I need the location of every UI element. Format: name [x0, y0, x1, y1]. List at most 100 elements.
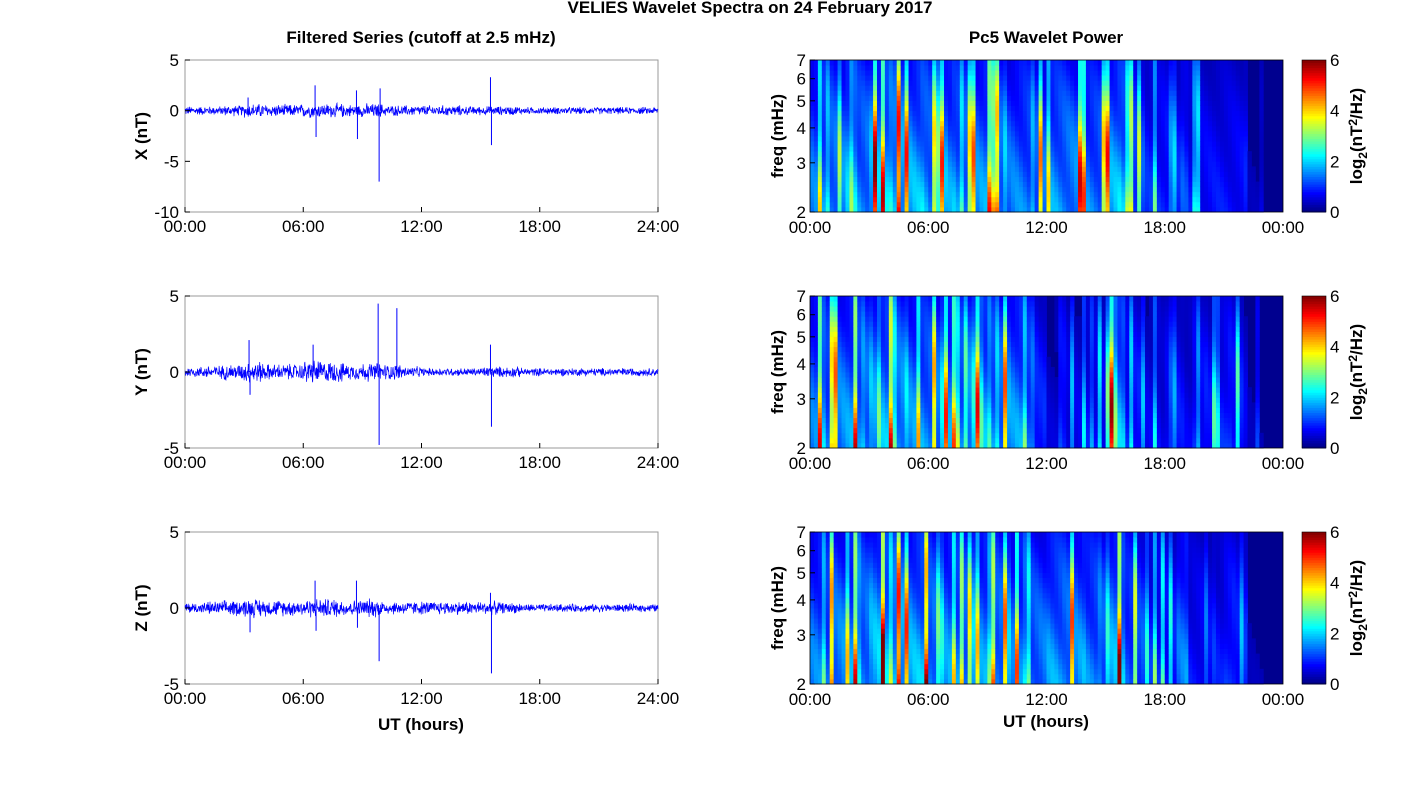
- spectrum-cell: [999, 65, 1004, 71]
- spectrum-cell: [810, 296, 815, 302]
- spectrum-cell: [1212, 146, 1217, 152]
- spectrum-cell: [940, 336, 945, 342]
- spectrum-cell: [884, 412, 890, 418]
- spectrum-cell: [1188, 75, 1193, 81]
- spectrum-cell: [1011, 166, 1016, 172]
- spectrum-cell: [810, 161, 815, 167]
- spectrum-cell: [1239, 151, 1244, 157]
- spectrum-cell: [947, 100, 953, 106]
- spectrum-cell: [857, 151, 862, 157]
- spectrum-cell: [1219, 191, 1225, 198]
- spectrum-cell: [861, 331, 866, 337]
- spectrum-cell: [821, 171, 827, 177]
- spectrum-cell: [995, 196, 1000, 203]
- spectrum-cell: [983, 85, 988, 91]
- spectrum-cell: [912, 95, 917, 101]
- colorbar-segment: [1302, 67, 1326, 71]
- spectrum-cell: [1129, 65, 1134, 71]
- spectrum-cell: [1192, 85, 1197, 91]
- spectrum-cell: [810, 186, 815, 193]
- spectrum-cell: [810, 432, 815, 439]
- spectrum-cell: [1050, 171, 1055, 177]
- spectrum-cell: [900, 326, 905, 332]
- spectrum-cell: [1042, 105, 1047, 112]
- spectrum-cell: [955, 402, 961, 408]
- spectrum-cell: [1235, 141, 1241, 147]
- spectrum-cell: [928, 90, 933, 96]
- spectrum-cell: [1093, 90, 1099, 96]
- spectrum-cell: [1003, 110, 1008, 117]
- spectrum-cell: [916, 331, 921, 337]
- spectrum-cell: [1011, 156, 1016, 162]
- spectrum-cell: [1089, 115, 1095, 122]
- spectrum-cell: [1034, 171, 1040, 177]
- spectrum-cell: [991, 201, 996, 208]
- spectrum-cell: [940, 346, 945, 353]
- spectrum-cell: [955, 372, 961, 378]
- spectrum-cell: [1030, 196, 1036, 203]
- spectrum-cell: [1089, 176, 1095, 182]
- spectrum-cell: [1101, 136, 1107, 142]
- spectrum-cell: [1081, 206, 1087, 213]
- spectrum-cell: [857, 186, 862, 193]
- spectrum-cell: [1176, 141, 1181, 147]
- spectrum-cell: [837, 186, 842, 193]
- spectrum-cell: [1030, 95, 1036, 101]
- spectrum-cell: [920, 115, 925, 122]
- spectrum-cell: [1125, 115, 1130, 122]
- spectrum-cell: [1239, 130, 1244, 137]
- spectrum-cell: [908, 105, 913, 112]
- spectrum-cell: [959, 417, 965, 424]
- spectrum-cell: [892, 336, 898, 342]
- spectrum-cell: [1168, 206, 1174, 213]
- spectrum-cell: [932, 331, 937, 337]
- spectrum-cell: [1014, 171, 1020, 177]
- spectrum-cell: [1133, 156, 1138, 162]
- spectrum-cell: [821, 341, 827, 348]
- spectrum-cell: [1129, 120, 1134, 127]
- y-axis-label: X (nT): [132, 112, 151, 160]
- spectrum-cell: [865, 95, 870, 101]
- spectrum-cell: [829, 306, 835, 312]
- spectrum-cell: [829, 65, 835, 71]
- spectrum-cell: [936, 105, 941, 112]
- spectrum-cell: [857, 171, 862, 177]
- spectrum-cell: [1101, 120, 1107, 127]
- colorbar-segment: [1302, 141, 1326, 145]
- spectrum-cell: [940, 316, 945, 322]
- spectrum-cell: [873, 407, 878, 413]
- spectrum-cell: [888, 432, 894, 439]
- spectrum-cell: [1148, 141, 1154, 147]
- spectrum-cell: [857, 417, 862, 424]
- spectrum-cell: [880, 196, 886, 203]
- spectrum-cell: [845, 65, 850, 71]
- spectrum-cell: [849, 95, 854, 101]
- spectrum-cell: [983, 90, 988, 96]
- spectrum-cell: [825, 110, 831, 117]
- spectrum-cell: [1223, 60, 1229, 66]
- spectrum-cell: [1078, 100, 1083, 106]
- spectrum-cell: [1117, 151, 1122, 157]
- spectrum-cell: [900, 191, 905, 198]
- spectrum-cell: [900, 90, 905, 96]
- spectrum-cell: [1097, 60, 1103, 66]
- spectrum-cell: [1105, 151, 1110, 157]
- spectrum-cell: [1097, 141, 1103, 147]
- spectrum-cell: [916, 75, 921, 81]
- spectrum-cell: [825, 156, 831, 162]
- spectrum-cell: [833, 151, 838, 157]
- spectrum-cell: [1022, 70, 1028, 76]
- spectrum-cell: [1078, 206, 1083, 213]
- spectrum-cell: [1026, 95, 1032, 101]
- spectrum-cell: [991, 85, 996, 91]
- spectrum-cell: [849, 201, 854, 208]
- spectrum-cell: [1141, 201, 1146, 208]
- spectrum-cell: [963, 100, 969, 106]
- spectrum-cell: [987, 382, 992, 388]
- spectrum-cell: [1239, 85, 1244, 91]
- colorbar-segment: [1302, 184, 1326, 188]
- spectrum-cell: [967, 366, 973, 373]
- spectrum-cell: [912, 412, 917, 418]
- spectrum-cell: [936, 366, 941, 373]
- spectrum-cell: [1109, 191, 1114, 198]
